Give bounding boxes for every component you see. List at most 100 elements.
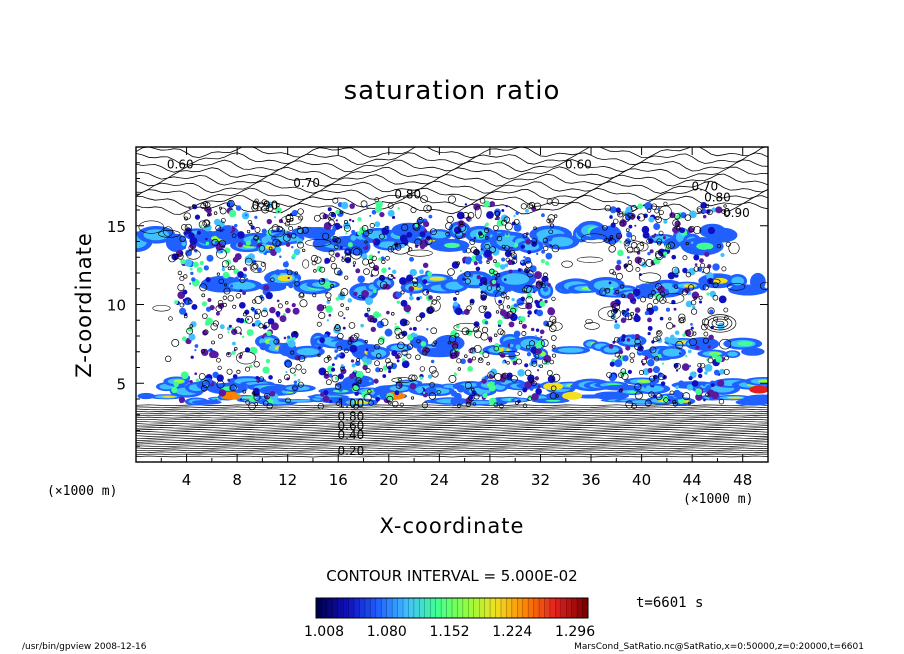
plume-cell	[690, 322, 693, 326]
plume-cell	[316, 304, 325, 312]
contour-speck	[689, 338, 697, 346]
contour-loop	[728, 242, 740, 255]
plume-cell	[456, 211, 465, 220]
plume-cell	[684, 329, 692, 337]
plume-cell	[249, 364, 253, 369]
plume-cell	[627, 292, 634, 300]
contour-speck	[210, 323, 218, 331]
contour-speck	[273, 338, 280, 345]
plume-cell	[608, 281, 612, 285]
plume-cell	[687, 267, 696, 276]
plume-cell	[416, 296, 421, 301]
contour-speck	[484, 243, 490, 250]
contour-speck	[468, 394, 475, 402]
plume-cell	[541, 249, 546, 254]
contour-speck	[539, 364, 543, 369]
plume-cell	[626, 231, 633, 238]
plume-cell	[236, 317, 242, 323]
contour-loop	[727, 282, 746, 291]
contour-value-label: 0.20	[338, 444, 365, 458]
plume-cell	[341, 201, 349, 210]
plume-cell	[358, 239, 366, 246]
plume-cell	[712, 263, 720, 271]
plume-cell	[529, 387, 534, 391]
plume-cell	[541, 213, 545, 218]
plume-cell	[190, 271, 194, 276]
plume-cell	[617, 249, 624, 257]
plume-cell	[453, 301, 459, 307]
plume-cell	[194, 214, 201, 220]
contour-loop	[662, 292, 685, 304]
plume-cell	[535, 388, 542, 395]
colorbar-cell	[533, 598, 540, 618]
plume-cell	[275, 246, 282, 254]
plume-cell	[620, 317, 627, 324]
plume-cell	[378, 257, 382, 261]
contour-line	[136, 455, 768, 458]
contour-speck	[206, 205, 211, 211]
contour-speck	[546, 321, 553, 328]
contour-speck	[234, 347, 238, 351]
contour-speck	[381, 259, 386, 264]
plume-cell	[537, 385, 541, 388]
contour-speck	[652, 336, 659, 343]
contour-speck	[226, 202, 231, 207]
contour-speck	[703, 266, 711, 274]
plume-cell	[640, 341, 643, 344]
plume-cell	[261, 335, 265, 339]
contour-speck	[542, 237, 548, 243]
contour-line	[136, 173, 768, 187]
colorbar-tick-label: 1.296	[555, 624, 596, 640]
contour-speck	[533, 202, 542, 210]
plume-cell	[244, 309, 250, 315]
contour-line	[136, 187, 768, 201]
plume-cell	[506, 372, 513, 379]
contour-speck	[284, 374, 291, 381]
contour-speck	[467, 212, 475, 219]
plume-cell	[217, 220, 225, 228]
plume-cell	[375, 367, 381, 373]
contour-speck	[260, 297, 265, 301]
contour-speck	[219, 207, 227, 215]
contour-speck	[700, 262, 705, 268]
contour-speck	[397, 341, 405, 350]
plume-cell	[426, 290, 429, 294]
plume-cell	[613, 292, 616, 295]
contour-speck	[284, 360, 293, 368]
plume-cell	[678, 380, 685, 387]
plume-cell	[219, 229, 222, 233]
x-tick-label: 44	[683, 471, 702, 489]
plume-cell	[525, 239, 532, 245]
plume-cell	[318, 367, 327, 376]
plume-cell	[408, 295, 414, 301]
contour-loop	[350, 246, 363, 260]
plume-cell	[526, 351, 532, 357]
plume-cell	[498, 216, 501, 220]
plume-cell	[355, 360, 361, 367]
plume-cell	[189, 267, 193, 271]
plume-cell	[504, 250, 512, 258]
plume-cell	[239, 398, 243, 401]
contour-speck	[527, 202, 533, 209]
plume-cell	[293, 380, 298, 384]
plume-cell	[262, 366, 270, 374]
plume-cell	[524, 256, 532, 264]
contour-speck	[472, 402, 477, 406]
plume-cell	[504, 263, 509, 268]
contour-speck	[253, 313, 260, 320]
contour-speck	[546, 198, 553, 205]
colorbar-cell	[441, 598, 448, 618]
plume-cell	[342, 326, 346, 330]
plume-cell	[704, 371, 708, 375]
colorbar-cell	[566, 598, 573, 618]
plume-cell	[327, 207, 332, 212]
contour-line	[136, 431, 768, 433]
contour-speck	[615, 232, 623, 240]
plume-cell	[619, 219, 627, 227]
contour-speck	[353, 403, 359, 410]
colorbar-tick-label: 1.224	[492, 624, 533, 640]
plume-cell	[221, 267, 226, 272]
contour-speck	[223, 283, 228, 287]
contour-speck	[222, 302, 227, 308]
contour-speck	[724, 315, 729, 321]
